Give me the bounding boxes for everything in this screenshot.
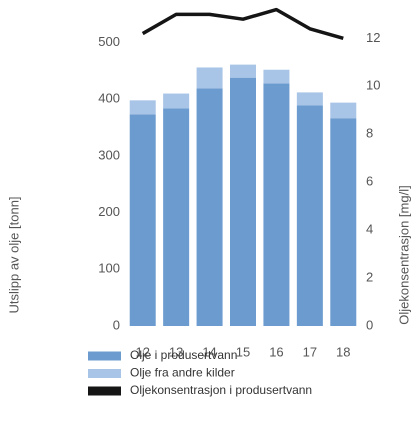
bar-segment — [230, 64, 256, 78]
y2-tick-label: 10 — [366, 78, 380, 93]
y-tick-label: 100 — [98, 261, 120, 276]
y-tick-label: 200 — [98, 204, 120, 219]
bar-segment — [296, 105, 323, 326]
bar-segment — [163, 108, 190, 326]
legend-label: Olje fra andre kilder — [130, 366, 235, 380]
legend-label: Olje i produsertvann — [130, 348, 237, 362]
bar-segment — [263, 83, 290, 326]
y-tick-label: 300 — [98, 147, 120, 162]
x-tick-label: 13 — [169, 344, 183, 359]
bar-segment — [296, 92, 323, 106]
y2-tick-label: 2 — [366, 269, 373, 284]
bar-segment — [196, 88, 223, 326]
x-tick-label: 12 — [135, 344, 149, 359]
y-axis-label: Utslipp av olje [tonn] — [6, 196, 21, 313]
legend-swatch — [88, 351, 121, 361]
bar-segment — [196, 67, 223, 89]
y-tick-label: 500 — [98, 34, 120, 49]
y2-tick-label: 12 — [366, 30, 380, 45]
bar-segment — [263, 69, 290, 84]
legend-swatch — [88, 369, 121, 378]
bar-segment — [129, 114, 156, 327]
legend-label: Oljekonsentrasjon i produsertvann — [130, 383, 312, 397]
y2-tick-label: 0 — [366, 317, 373, 332]
bar-segment — [330, 118, 357, 326]
y2-tick-label: 6 — [366, 174, 373, 189]
x-tick-label: 16 — [269, 344, 283, 359]
x-tick-label: 17 — [303, 344, 317, 359]
y-tick-label: 0 — [113, 317, 120, 332]
y2-axis-label: Oljekonsentrasjon [mg/l] — [396, 185, 411, 324]
line — [141, 7, 344, 41]
y2-tick-label: 8 — [366, 126, 373, 141]
x-tick-label: 18 — [336, 344, 350, 359]
legend-swatch — [88, 386, 121, 396]
bar-segment — [163, 93, 190, 109]
x-tick-label: 14 — [202, 344, 216, 359]
bar-segment — [230, 77, 256, 327]
y-tick-label: 400 — [98, 91, 120, 106]
bar-segment — [129, 100, 156, 115]
x-tick-label: 15 — [236, 344, 250, 359]
bar-segment — [330, 102, 357, 119]
y2-tick-label: 4 — [366, 222, 373, 237]
